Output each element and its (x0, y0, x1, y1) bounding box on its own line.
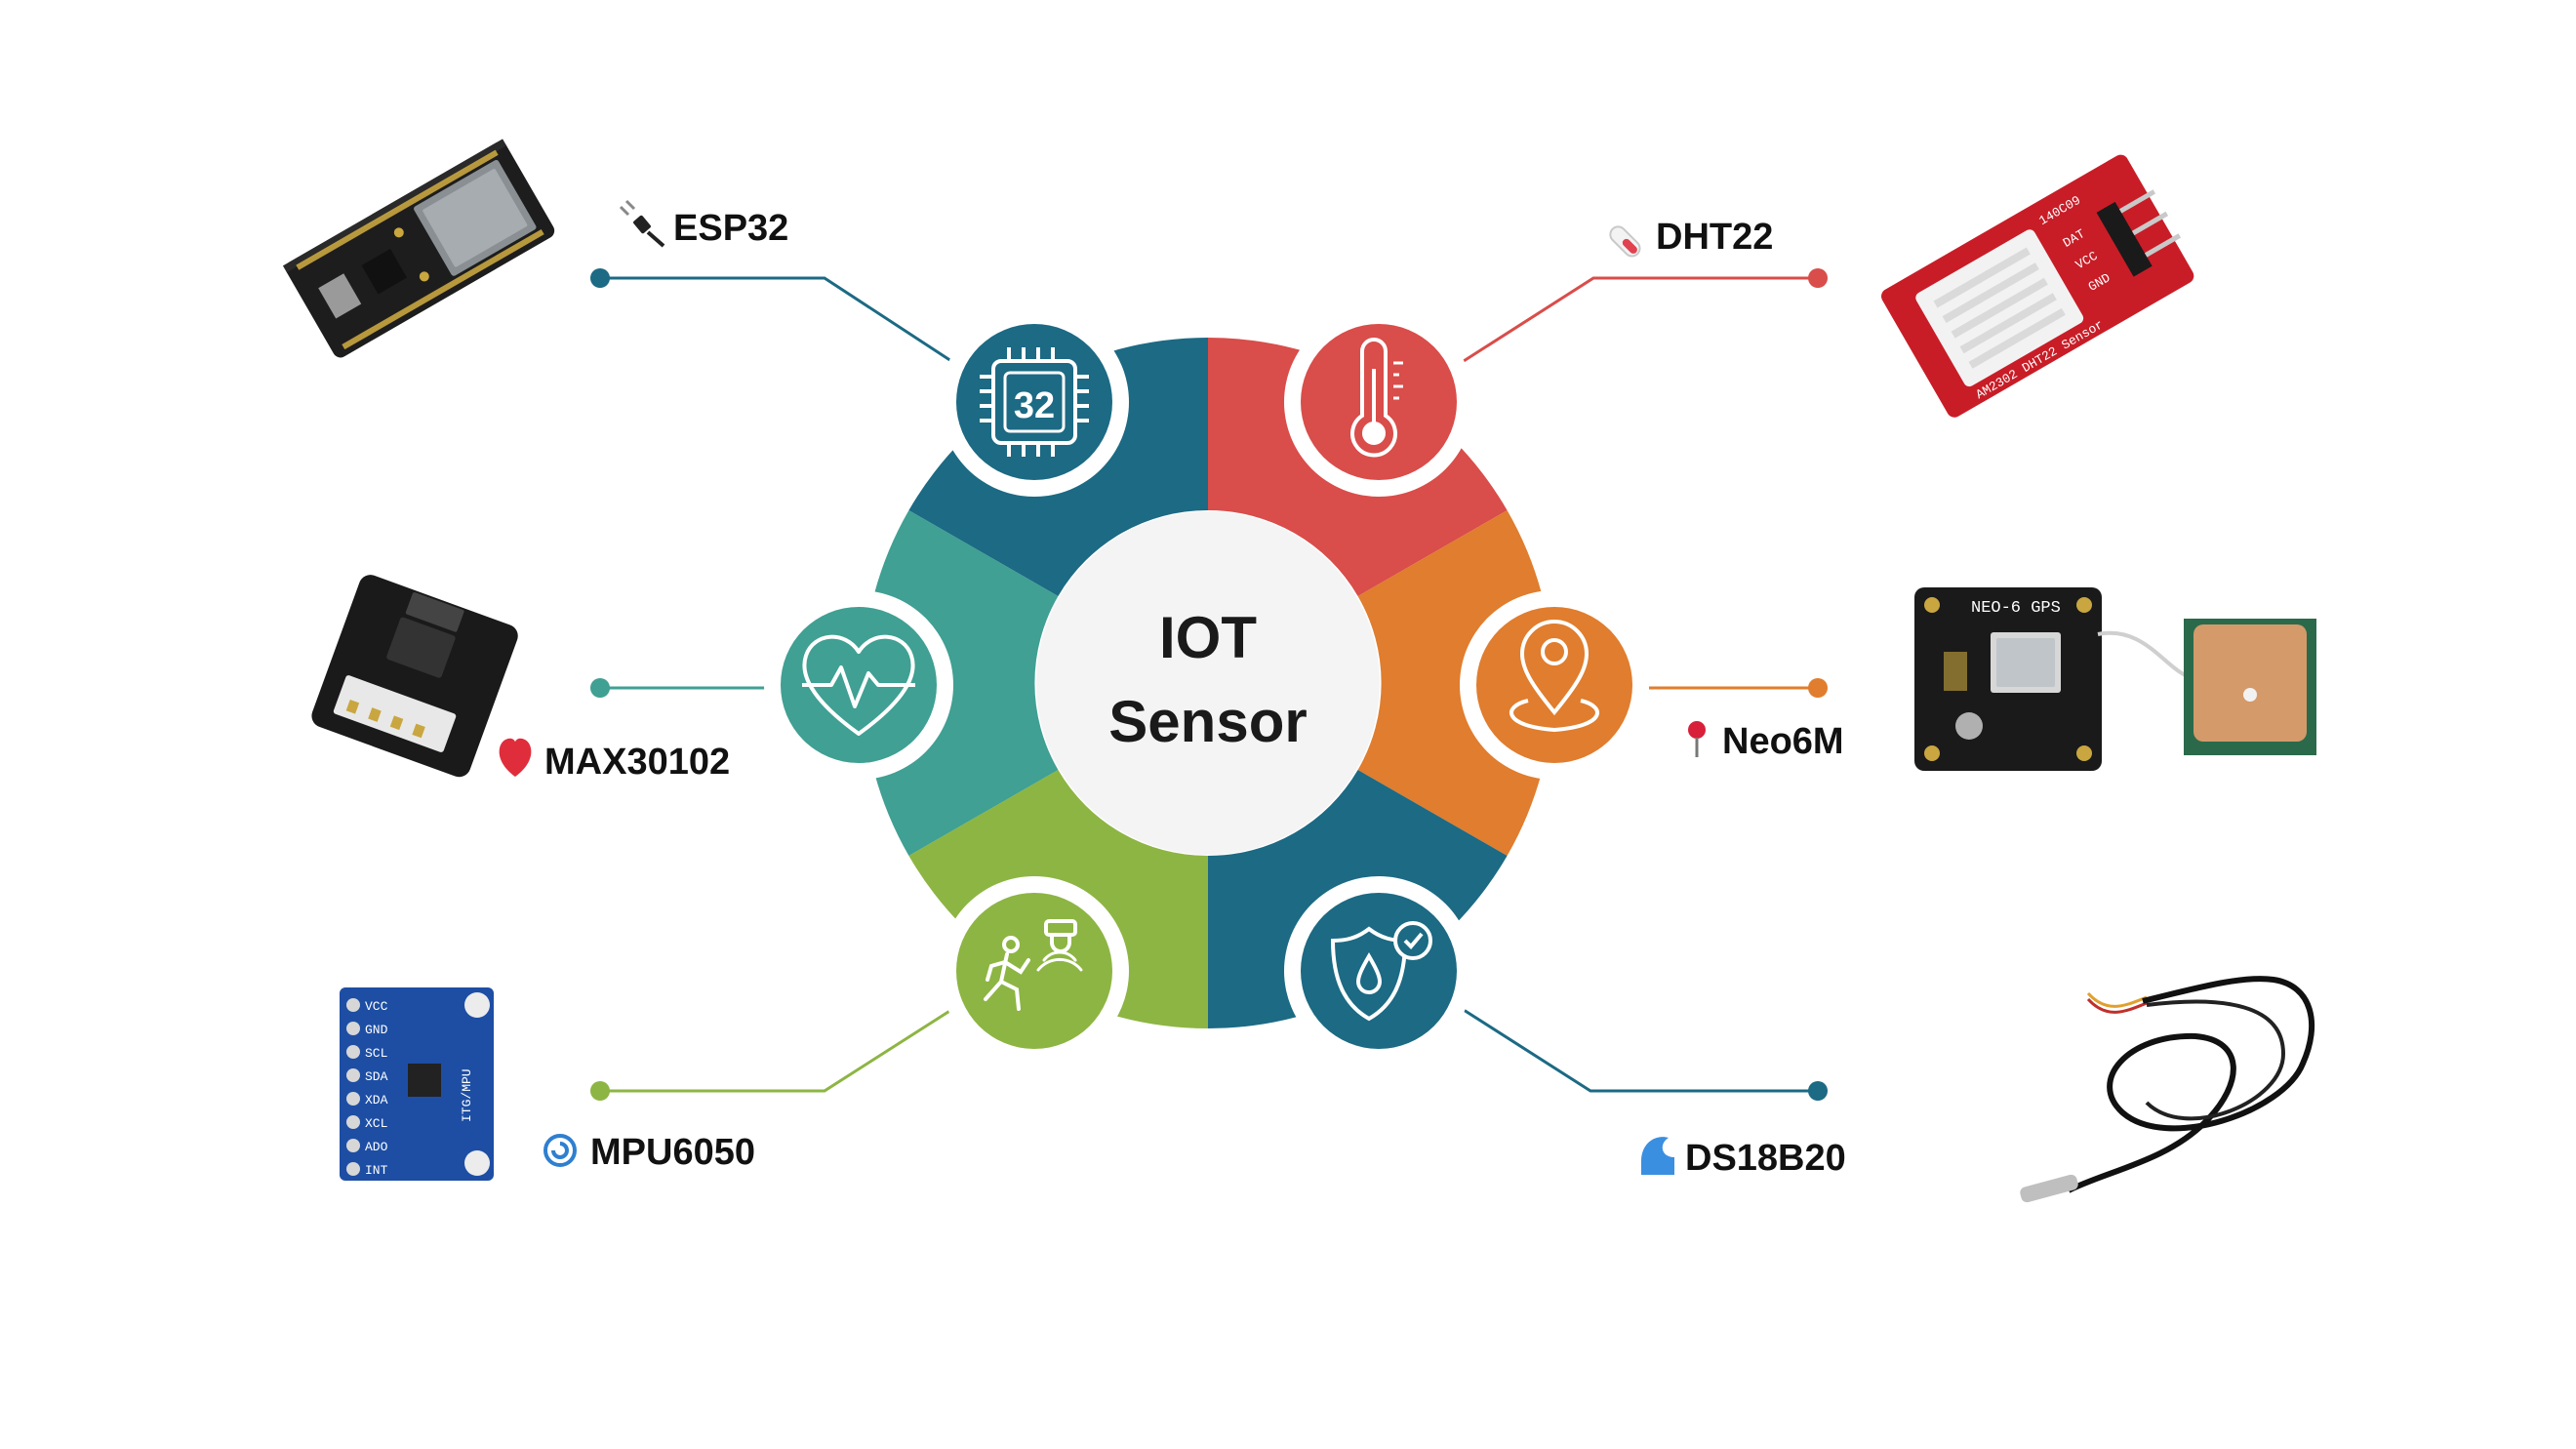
mpu-pin-ado: ADO (365, 1140, 388, 1154)
connector-ds18b20 (1463, 1008, 1818, 1093)
mpu-pin-gnd: GND (365, 1023, 388, 1037)
badge-esp32: 32 (940, 307, 1129, 497)
mpu6050-board-image: VCC GND SCL SDA XDA XCL ADO INT ITG/MPU (340, 987, 494, 1181)
connectors (590, 268, 1828, 1101)
center-title-line1: IOT (1159, 605, 1257, 670)
connector-esp32 (600, 276, 952, 363)
cyclone-icon (543, 1134, 577, 1167)
mpu-pin-xcl: XCL (365, 1116, 387, 1131)
segment-max30102 (862, 510, 1059, 856)
mpu-pin-int: INT (365, 1163, 388, 1178)
neo6m-board-text: NEO-6 GPS (1971, 599, 2061, 618)
motion-sensor-icon (984, 919, 1083, 1011)
thermometer-emoji-icon (1609, 225, 1641, 258)
mpu-pin-sda: SDA (365, 1069, 388, 1084)
label-mpu6050: MPU6050 (590, 1132, 755, 1173)
badge-neo6m (1460, 590, 1649, 780)
center-title-line2: Sensor (1108, 689, 1307, 754)
heart-icon (499, 738, 532, 777)
connector-mpu6050 (600, 1008, 952, 1093)
label-max30102: MAX30102 (544, 742, 730, 783)
shield-drop-icon (1330, 921, 1432, 1022)
neo6m-board-image: NEO-6 GPS (1914, 587, 2316, 771)
label-ds18b20: DS18B20 (1685, 1138, 1846, 1179)
segment-neo6m (1357, 510, 1554, 856)
mpu-board-text: ITG/MPU (460, 1068, 474, 1122)
max30102-board-image (311, 575, 518, 778)
thermometer-icon (1350, 338, 1403, 458)
ds18b20-probe-image (2020, 976, 2315, 1203)
label-neo6m: Neo6M (1722, 721, 1844, 762)
dht22-board-image: AM2302 DHT22 Sensor 140C09 DAT VCC GND (1881, 154, 2194, 418)
badge-max30102 (764, 590, 953, 780)
esp32-board-image (282, 139, 555, 358)
plug-icon (619, 199, 665, 248)
mpu-pin-xda: XDA (365, 1093, 388, 1107)
center-hub: IOT Sensor (1036, 511, 1380, 855)
chip-icon (980, 347, 1089, 457)
connector-dht22 (1463, 276, 1818, 363)
label-esp32: ESP32 (673, 208, 788, 249)
pushpin-icon (1688, 721, 1706, 757)
location-pin-icon (1509, 620, 1599, 733)
badge-mpu6050 (940, 876, 1129, 1066)
mpu-pin-vcc: VCC (365, 999, 388, 1014)
mpu-pin-scl: SCL (365, 1046, 387, 1061)
wave-icon (1641, 1137, 1674, 1175)
badge-ds18b20 (1284, 876, 1473, 1066)
label-dht22: DHT22 (1656, 217, 1773, 258)
chip-icon-text: 32 (1014, 385, 1055, 426)
badge-dht22 (1284, 307, 1473, 497)
heartbeat-icon (802, 634, 915, 736)
